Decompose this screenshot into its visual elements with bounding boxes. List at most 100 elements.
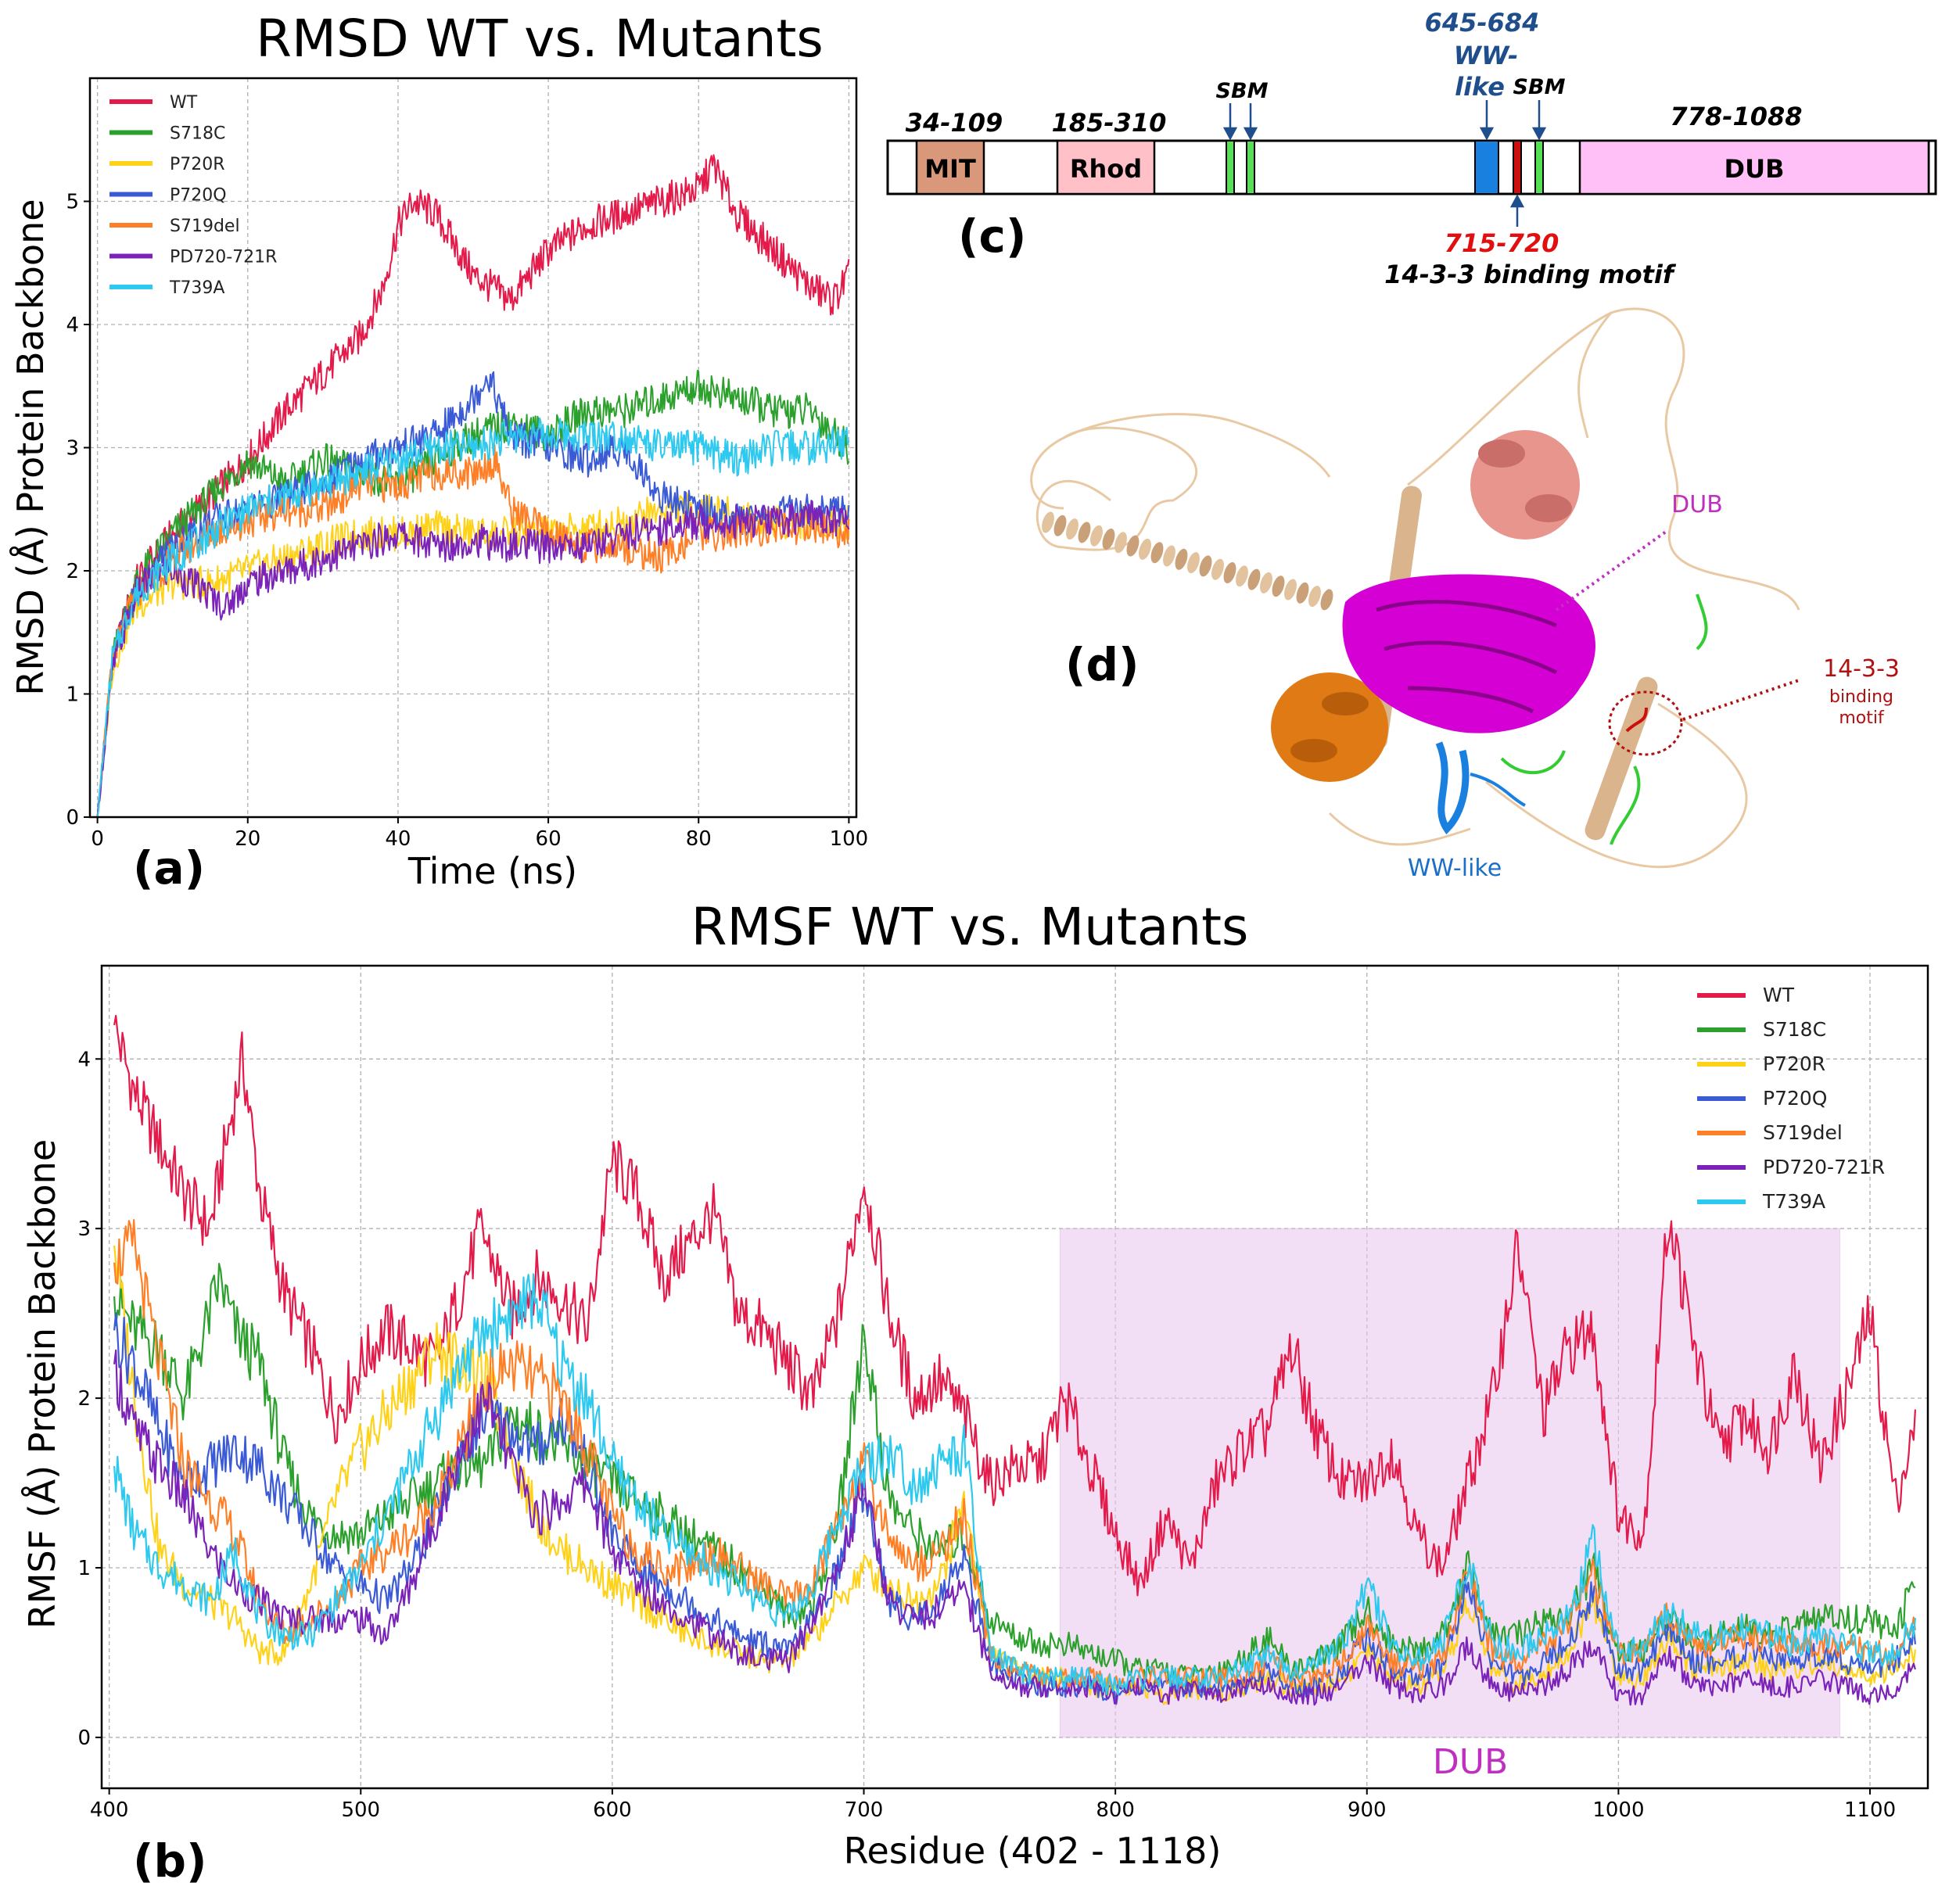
domain-arrows xyxy=(1222,100,1547,227)
x-tick-label: 500 xyxy=(341,1798,380,1822)
sbm-label-left: SBM xyxy=(1216,79,1269,103)
loop-left xyxy=(1030,426,1198,551)
legend-label: PD720-721R xyxy=(170,248,277,267)
legend-label: S718C xyxy=(1763,1018,1826,1041)
dub-structure-label: DUB xyxy=(1671,491,1723,518)
rmsd-xlabel: Time (ns) xyxy=(407,850,577,892)
panel-label-d: (d) xyxy=(1065,638,1140,691)
rmsf-xlabel: Residue (402 - 1118) xyxy=(844,1830,1222,1872)
x-tick-label: 80 xyxy=(686,827,712,851)
dub-range: 778-1088 xyxy=(1670,102,1802,131)
motif-pointer xyxy=(1682,679,1800,721)
series-line-p720q xyxy=(96,371,850,818)
legend-label: T739A xyxy=(1762,1190,1825,1213)
x-tick-label: 800 xyxy=(1096,1798,1135,1822)
rmsd-title: RMSD WT vs. Mutants xyxy=(256,9,824,69)
legend-label: P720R xyxy=(1763,1052,1825,1075)
legend-label: P720Q xyxy=(170,186,227,206)
sbm-segment xyxy=(1500,750,1566,774)
rmsf-ticks: 400 500 600 700 800 900 1000 1100 0 1 2 3 4 xyxy=(77,1048,1896,1822)
sbm-box-2 xyxy=(1246,140,1255,195)
legend-label: T739A xyxy=(169,278,224,298)
x-tick-label: 60 xyxy=(536,827,562,851)
motif-box xyxy=(1513,140,1522,195)
series-line-wt xyxy=(96,154,850,818)
x-tick-label: 100 xyxy=(830,827,869,851)
legend-label: P720Q xyxy=(1763,1087,1827,1110)
rmsf-chart: RMSF WT vs. Mutants 400 500 600 700 800 900 10… xyxy=(21,897,1929,1888)
y-tick-label: 5 xyxy=(66,191,79,214)
domain-map: MIT Rhod DUB 34-109 185-310 778-1088 SBM… xyxy=(886,8,1937,289)
panel-label-a: (a) xyxy=(133,841,205,895)
x-tick-label: 1000 xyxy=(1592,1798,1644,1822)
legend-label: WT xyxy=(170,93,198,113)
series-line-t739a xyxy=(113,1273,1916,1695)
legend-label: S718C xyxy=(170,124,225,144)
legend-label: WT xyxy=(1763,984,1795,1006)
y-tick-label: 2 xyxy=(77,1387,91,1411)
dub-domain xyxy=(1342,574,1595,733)
motif-structure-label-2: binding xyxy=(1829,687,1893,707)
ww-like-domain xyxy=(1435,741,1470,835)
panel-label-b: (b) xyxy=(133,1834,207,1888)
motif-segment xyxy=(1625,707,1648,733)
series-line-pd720-721r xyxy=(96,500,850,818)
y-tick-label: 0 xyxy=(77,1727,91,1750)
x-tick-label: 1100 xyxy=(1844,1798,1896,1822)
sbm-label-right: SBM xyxy=(1513,75,1566,99)
dub-pointer xyxy=(1555,530,1667,611)
legend-label: P720R xyxy=(170,155,225,174)
y-tick-label: 1 xyxy=(77,1557,91,1580)
loop-right xyxy=(1407,307,1800,611)
rmsd-legend: WT S718C P720R P720Q S719del PD720-721R T739A xyxy=(109,93,277,298)
rmsf-legend: WT S718C P720R P720Q S719del PD720-721R T739A xyxy=(1697,984,1885,1213)
ww-label-line1: WW- xyxy=(1454,41,1518,70)
ww-label-line2: like xyxy=(1455,72,1505,102)
series-line-p720r xyxy=(113,1245,1916,1705)
series-line-wt xyxy=(113,1014,1916,1597)
mit-label: MIT xyxy=(924,154,976,184)
series-line-s719del xyxy=(96,444,850,818)
motif-structure-label-1: 14-3-3 xyxy=(1823,655,1900,683)
rhod-domain-box xyxy=(1056,139,1156,195)
rhod-range: 185-310 xyxy=(1052,108,1167,138)
series-line-t739a xyxy=(96,417,850,818)
rmsf-title: RMSF WT vs. Mutants xyxy=(691,897,1249,957)
x-tick-label: 400 xyxy=(90,1798,129,1822)
legend-label: S719del xyxy=(1763,1121,1843,1144)
rmsf-lines xyxy=(113,1014,1916,1706)
x-tick-label: 900 xyxy=(1348,1798,1387,1822)
rmsd-lines xyxy=(96,154,850,818)
x-tick-label: 20 xyxy=(235,827,260,851)
panel-label-c: (c) xyxy=(958,210,1026,263)
dub-domain-label: DUB xyxy=(1725,154,1785,184)
y-tick-label: 3 xyxy=(77,1217,91,1241)
rmsd-ylabel: RMSD (Å) Protein Backbone xyxy=(9,199,52,695)
rmsd-chart: RMSD WT vs. Mutants 0 20 40 60 80 100 0 1 2 3 4 5 T… xyxy=(9,9,868,895)
protein-structure: DUB 14-3-3 binding motif WW-like (d) xyxy=(1030,307,1900,882)
rmsd-ticks: 0 20 40 60 80 100 0 1 2 3 4 5 xyxy=(66,191,868,852)
sbm-box-3 xyxy=(1534,140,1544,195)
x-tick-label: 600 xyxy=(593,1798,632,1822)
dub-region-label: DUB xyxy=(1433,1742,1508,1782)
x-tick-label: 700 xyxy=(845,1798,884,1822)
motif-structure-label-3: motif xyxy=(1839,708,1885,728)
y-tick-label: 3 xyxy=(66,437,79,461)
y-tick-label: 0 xyxy=(66,806,79,830)
legend-label: PD720-721R xyxy=(1763,1156,1885,1178)
y-tick-label: 4 xyxy=(77,1048,91,1071)
sbm-box-1 xyxy=(1226,140,1235,195)
y-tick-label: 1 xyxy=(66,683,79,707)
series-line-pd720-721r xyxy=(113,1349,1916,1706)
x-tick-label: 0 xyxy=(91,827,104,851)
x-tick-label: 40 xyxy=(385,827,411,851)
rmsf-ylabel: RMSF (Å) Protein Backbone xyxy=(21,1139,63,1629)
long-helix xyxy=(1042,511,1333,611)
series-line-s718c xyxy=(96,369,850,818)
rhod-label: Rhod xyxy=(1070,154,1142,184)
mit-domain-box xyxy=(915,139,985,195)
motif-label: 14-3-3 binding motif xyxy=(1384,260,1677,289)
mit-range: 34-109 xyxy=(906,108,1003,138)
rmsf-plot-frame xyxy=(100,964,1929,1790)
